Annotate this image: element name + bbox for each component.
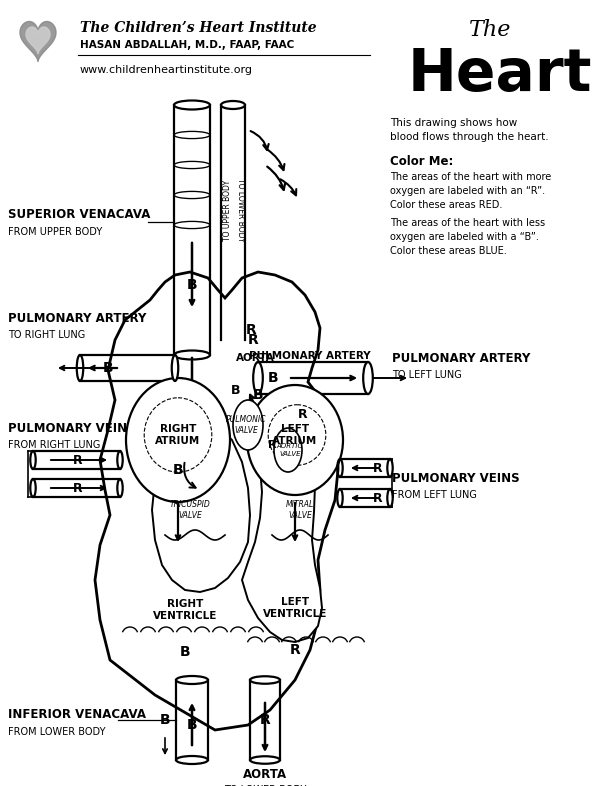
Ellipse shape xyxy=(387,489,393,507)
Text: PULMONARY ARTERY: PULMONARY ARTERY xyxy=(392,351,530,365)
Ellipse shape xyxy=(221,101,245,109)
Text: INFERIOR VENACAVA: INFERIOR VENACAVA xyxy=(8,708,146,722)
Text: R: R xyxy=(373,491,383,505)
Text: R: R xyxy=(298,409,308,421)
Text: The Children’s Heart Institute: The Children’s Heart Institute xyxy=(80,21,317,35)
Text: B: B xyxy=(103,361,113,375)
Polygon shape xyxy=(20,21,56,61)
Text: SUPERIOR VENACAVA: SUPERIOR VENACAVA xyxy=(8,208,150,222)
Text: LEFT
ATRIUM: LEFT ATRIUM xyxy=(272,424,317,446)
Polygon shape xyxy=(242,424,322,642)
Ellipse shape xyxy=(387,459,393,477)
Text: www.childrenheartinstitute.org: www.childrenheartinstitute.org xyxy=(80,65,253,75)
Text: R: R xyxy=(247,333,258,347)
Text: PULMONARY VEINS: PULMONARY VEINS xyxy=(392,472,520,484)
Text: AORTA: AORTA xyxy=(243,769,287,781)
Text: FROM RIGHT LUNG: FROM RIGHT LUNG xyxy=(8,440,100,450)
Text: R: R xyxy=(268,440,276,450)
Text: AORTIC
VALVE: AORTIC VALVE xyxy=(277,443,303,457)
Text: R: R xyxy=(289,643,300,657)
Text: RIGHT
ATRIUM: RIGHT ATRIUM xyxy=(156,424,201,446)
Text: R: R xyxy=(73,482,83,494)
Ellipse shape xyxy=(233,400,263,450)
Text: PULMONARY ARTERY: PULMONARY ARTERY xyxy=(8,311,147,325)
Text: B: B xyxy=(253,388,263,402)
Ellipse shape xyxy=(126,378,230,502)
Text: B: B xyxy=(231,384,241,396)
Ellipse shape xyxy=(171,355,178,381)
Text: TO LOWER BODY: TO LOWER BODY xyxy=(235,178,244,242)
Text: The areas of the heart with more
oxygen are labeled with an “R”.
Color these are: The areas of the heart with more oxygen … xyxy=(390,172,551,210)
Text: FROM LEFT LUNG: FROM LEFT LUNG xyxy=(392,490,477,500)
Text: HASAN ABDALLAH, M.D., FAAP, FAAC: HASAN ABDALLAH, M.D., FAAP, FAAC xyxy=(80,40,294,50)
Ellipse shape xyxy=(274,428,302,472)
Text: TO LOWER BODY: TO LOWER BODY xyxy=(224,785,306,786)
Ellipse shape xyxy=(30,479,36,497)
Text: This drawing shows how
blood flows through the heart.: This drawing shows how blood flows throu… xyxy=(390,118,548,142)
Text: B: B xyxy=(268,371,278,385)
Text: PULMONARY ARTERY: PULMONARY ARTERY xyxy=(249,351,371,361)
Ellipse shape xyxy=(247,385,343,495)
Text: TO LEFT LUNG: TO LEFT LUNG xyxy=(392,370,461,380)
Text: RIGHT
VENTRICLE: RIGHT VENTRICLE xyxy=(153,599,217,621)
Ellipse shape xyxy=(363,362,373,394)
Text: Heart: Heart xyxy=(408,46,592,104)
Text: B: B xyxy=(187,718,198,732)
Text: R: R xyxy=(73,454,83,467)
Ellipse shape xyxy=(250,676,280,684)
Text: B: B xyxy=(173,463,184,477)
Text: PULMONIC
VALVE: PULMONIC VALVE xyxy=(226,415,266,435)
Text: R: R xyxy=(373,461,383,475)
Text: R: R xyxy=(246,323,257,337)
Ellipse shape xyxy=(176,676,208,684)
Polygon shape xyxy=(152,420,250,592)
Text: B: B xyxy=(180,645,190,659)
Text: The: The xyxy=(469,19,511,41)
Text: PULMONARY VEINS: PULMONARY VEINS xyxy=(8,421,136,435)
Text: Color Me:: Color Me: xyxy=(390,155,454,168)
Text: B: B xyxy=(187,278,198,292)
Text: MITRAL
VALVE: MITRAL VALVE xyxy=(286,500,314,520)
Polygon shape xyxy=(26,27,50,53)
Text: FROM LOWER BODY: FROM LOWER BODY xyxy=(8,727,106,737)
Ellipse shape xyxy=(30,451,36,469)
Text: The areas of the heart with less
oxygen are labeled with a “B”.
Color these area: The areas of the heart with less oxygen … xyxy=(390,218,545,256)
Ellipse shape xyxy=(174,101,210,109)
Text: TRICUSPID
VALVE: TRICUSPID VALVE xyxy=(170,500,210,520)
Text: LEFT
VENTRICLE: LEFT VENTRICLE xyxy=(263,597,327,619)
Text: R: R xyxy=(260,713,271,727)
Text: TO RIGHT LUNG: TO RIGHT LUNG xyxy=(8,330,85,340)
Polygon shape xyxy=(95,272,338,730)
Text: B: B xyxy=(160,713,170,727)
Text: AORTA: AORTA xyxy=(236,353,274,363)
Text: TO UPPER BODY: TO UPPER BODY xyxy=(224,179,232,241)
Text: FROM UPPER BODY: FROM UPPER BODY xyxy=(8,227,102,237)
